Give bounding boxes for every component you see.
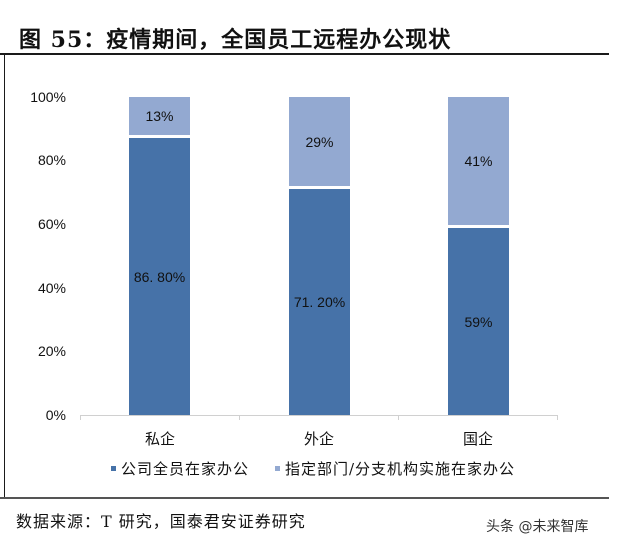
x-label-state: 国企 xyxy=(462,430,493,448)
y-tick-40: 40% xyxy=(37,280,66,296)
data-label: 71. 20% xyxy=(293,294,346,310)
x-axis-tick xyxy=(239,415,240,420)
legend-label: 指定部门/分支机构实施在家办公 xyxy=(284,460,516,478)
data-label: 59% xyxy=(464,313,493,330)
bar-segment-full-remote: 59% xyxy=(448,228,509,415)
data-label: 86. 80% xyxy=(133,268,186,285)
bar-segment-partial-remote: 41% xyxy=(448,97,509,225)
legend-swatch-icon xyxy=(110,466,116,471)
bottom-rule xyxy=(0,497,609,499)
legend-item-partial-remote: 指定部门/分支机构实施在家办公 xyxy=(274,458,516,479)
x-label-private: 私企 xyxy=(144,430,175,448)
x-axis-line xyxy=(80,415,558,416)
watermark: 头条 @未来智库 xyxy=(486,519,589,535)
y-tick-0: 0% xyxy=(45,407,66,423)
x-axis-tick xyxy=(80,415,81,420)
chart-legend: 公司全员在家办公 指定部门/分支机构实施在家办公 xyxy=(0,458,626,479)
bar-foreign-enterprise: 29% 71. 20% xyxy=(289,97,350,415)
legend-item-full-remote: 公司全员在家办公 xyxy=(110,458,249,479)
bar-segment-full-remote: 71. 20% xyxy=(289,189,350,415)
x-axis-tick xyxy=(557,415,558,420)
legend-label: 公司全员在家办公 xyxy=(120,460,249,478)
bar-segment-partial-remote: 29% xyxy=(289,97,350,186)
bar-private-enterprise: 13% 86. 80% xyxy=(129,97,190,415)
data-label: 13% xyxy=(145,108,174,124)
figure-title: 图 55：疫情期间，全国员工远程办公现状 xyxy=(19,27,452,53)
bar-state-enterprise: 41% 59% xyxy=(448,97,509,415)
data-label: 41% xyxy=(464,153,493,169)
y-tick-60: 60% xyxy=(37,216,66,232)
data-label: 29% xyxy=(305,133,334,150)
y-tick-80: 80% xyxy=(37,152,66,168)
left-border xyxy=(4,55,5,498)
top-rule xyxy=(0,53,609,55)
data-source: 数据来源：T 研究，国泰君安证券研究 xyxy=(16,512,306,531)
y-tick-20: 20% xyxy=(37,343,66,359)
y-tick-100: 100% xyxy=(30,89,66,105)
bar-segment-full-remote: 86. 80% xyxy=(129,138,190,415)
stacked-bar-chart: 100% 80% 60% 40% 20% 0% 13% 86. 80% 29% … xyxy=(0,89,626,479)
x-label-foreign: 外企 xyxy=(303,430,334,448)
bar-segment-partial-remote: 13% xyxy=(129,97,190,135)
legend-swatch-icon xyxy=(274,466,280,471)
x-axis-tick xyxy=(398,415,399,420)
